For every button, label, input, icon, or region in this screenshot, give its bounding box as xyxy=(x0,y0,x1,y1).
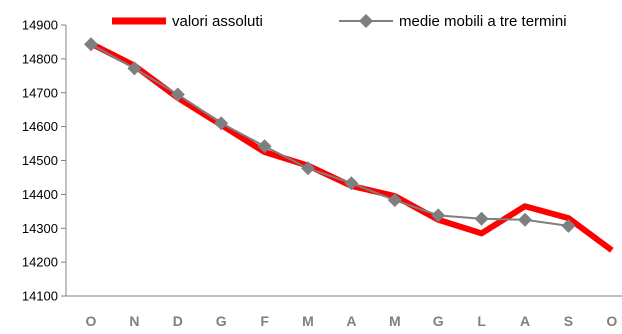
data-point-marker xyxy=(84,37,98,52)
chart-axes xyxy=(65,25,622,297)
y-tick-label: 14400 xyxy=(22,187,58,202)
series-line-medie-mobili xyxy=(90,43,569,227)
y-axis-ticks: 14100 14200 14300 14400 14500 14600 14700 14800… xyxy=(22,18,66,304)
data-point-marker xyxy=(431,208,446,223)
data-point-marker xyxy=(170,87,185,102)
x-tick-label: L xyxy=(477,313,486,329)
legend-label-valori-assoluti: valori assoluti xyxy=(172,13,263,30)
data-point-marker xyxy=(257,139,272,154)
series-line-valori-assoluti xyxy=(89,40,614,253)
x-tick-label: M xyxy=(389,313,401,329)
x-tick-label: S xyxy=(564,313,573,329)
data-point-marker xyxy=(518,212,532,227)
x-tick-label: A xyxy=(346,313,356,329)
y-tick-label: 14900 xyxy=(22,18,58,33)
data-point-marker xyxy=(474,211,489,226)
x-tick-label: F xyxy=(260,313,269,329)
chart-legend: valori assoluti medie mobili a tre termi… xyxy=(112,13,567,30)
x-tick-label: G xyxy=(433,313,444,329)
y-tick-label: 14200 xyxy=(22,255,58,270)
y-tick-label: 14700 xyxy=(22,85,58,100)
x-tick-label: O xyxy=(606,313,617,329)
legend-marker-diamond-icon xyxy=(359,14,373,28)
legend-label-medie-mobili: medie mobili a tre termini xyxy=(399,13,567,30)
y-tick-label: 14800 xyxy=(22,51,58,66)
x-tick-label: A xyxy=(520,313,530,329)
data-point-marker xyxy=(301,161,315,176)
x-tick-label: N xyxy=(129,313,139,329)
data-point-marker xyxy=(561,218,576,233)
x-tick-label: O xyxy=(86,313,97,329)
y-tick-label: 14500 xyxy=(22,153,58,168)
data-point-marker xyxy=(214,116,229,131)
y-tick-label: 14300 xyxy=(22,221,58,236)
series-lines xyxy=(89,40,614,253)
data-point-marker xyxy=(387,193,402,208)
x-tick-label: M xyxy=(302,313,314,329)
series-markers xyxy=(84,37,576,233)
data-point-marker xyxy=(127,61,142,76)
x-tick-label: D xyxy=(173,313,183,329)
y-tick-label: 14600 xyxy=(22,119,58,134)
y-tick-label: 14100 xyxy=(22,289,58,304)
data-point-marker xyxy=(344,176,359,191)
x-tick-label: G xyxy=(216,313,227,329)
